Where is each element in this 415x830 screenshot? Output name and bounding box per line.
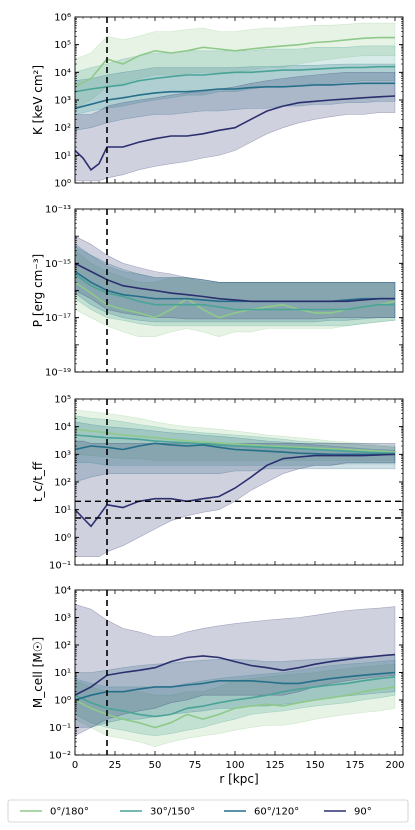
y-tick-label: 10¹ <box>54 668 71 679</box>
y-axis-label: P [erg cm⁻³] <box>31 254 45 327</box>
series-line-0°/180° <box>75 428 396 453</box>
y-tick-label: 10⁻¹⁹ <box>45 368 71 379</box>
panel-3: 10⁻¹ 10⁰ 10¹ 10² 10³ 10⁴ 10⁵ t_c/t_ff <box>31 395 404 572</box>
y-tick-label: 10⁻² <box>49 751 71 762</box>
legend-label: 30°/150° <box>150 807 195 818</box>
series-line-60°/120° <box>75 82 395 110</box>
series-line-30°/150° <box>75 676 396 718</box>
y-axis-label: t_c/t_ff <box>31 461 45 502</box>
y-tick-label: 10³ <box>54 613 71 624</box>
plot-area <box>75 209 396 372</box>
series-line-90° <box>75 95 396 171</box>
band-60°/120° <box>75 421 396 483</box>
band-30°/150° <box>75 246 396 327</box>
x-tick-label: 75 <box>189 760 202 771</box>
panel-1: 10⁰ 10¹ 10² 10³ 10⁴ 10⁵ 10⁶ K [keV cm²] <box>31 13 404 190</box>
x-tick-label: 125 <box>265 760 284 771</box>
series-line-0°/180° <box>75 36 395 88</box>
y-tick-label: 10⁻¹⁷ <box>45 313 71 324</box>
band-0°/180° <box>75 663 396 748</box>
y-tick-label: 10⁻¹ <box>49 561 71 572</box>
plot-area <box>75 590 396 755</box>
band-60°/120° <box>75 243 396 323</box>
plot-area <box>75 17 396 183</box>
legend-frame <box>7 799 409 823</box>
y-tick-label: 10⁻¹⁵ <box>45 259 71 270</box>
x-axis-label: r [kpc] <box>219 772 258 786</box>
band-90° <box>75 72 396 182</box>
band-0°/180° <box>75 250 396 338</box>
y-tick-label: 10⁴ <box>54 422 71 433</box>
series-line-60°/120° <box>75 270 395 303</box>
y-tick-label: 10² <box>54 123 71 134</box>
x-tick-label: 200 <box>385 760 404 771</box>
y-tick-label: 10³ <box>54 96 71 107</box>
legend-label: 90° <box>354 807 372 818</box>
y-tick-label: 10⁴ <box>54 68 71 79</box>
legend: 0°/180° 30°/150° 60°/120° 90° <box>7 799 409 823</box>
x-tick-label: 150 <box>305 760 324 771</box>
panel-4: 10⁻² 10⁻¹ 10⁰ 10¹ 10² 10³ 10⁴ 0 25 50 75 100 125 150 1… <box>31 586 405 787</box>
y-tick-label: 10⁰ <box>54 696 71 707</box>
x-tick-label: 100 <box>225 760 244 771</box>
x-tick-label: 175 <box>345 760 364 771</box>
y-tick-label: 10⁵ <box>54 395 71 406</box>
band-90° <box>75 235 396 320</box>
series-line-90° <box>75 453 396 528</box>
panel-2: 10⁻¹⁹ 10⁻¹⁷ 10⁻¹⁵ 10⁻¹³ P [erg cm⁻³] <box>31 205 404 379</box>
y-tick-label: 10¹ <box>54 505 71 516</box>
series-line-0°/180° <box>75 281 396 319</box>
y-tick-label: 10¹ <box>54 151 71 162</box>
band-90° <box>75 440 396 557</box>
y-tick-label: 10⁰ <box>54 179 71 190</box>
series-line-90° <box>75 262 395 303</box>
series-line-30°/150° <box>75 273 395 311</box>
y-tick-label: 10⁴ <box>54 586 71 597</box>
y-axis-label: K [keV cm²] <box>31 65 45 135</box>
series-line-60°/120° <box>75 671 396 701</box>
plot-area <box>75 399 403 565</box>
band-90° <box>75 604 396 737</box>
y-tick-label: 10⁰ <box>54 533 71 544</box>
x-tick-label: 25 <box>109 760 122 771</box>
legend-label: 60°/120° <box>254 807 299 818</box>
y-tick-label: 10⁻¹ <box>49 723 71 734</box>
x-tick-label: 0 <box>72 760 78 771</box>
series-line-30°/150° <box>75 65 395 93</box>
y-tick-label: 10⁻¹³ <box>45 205 71 216</box>
y-tick-label: 10³ <box>54 450 71 461</box>
band-0°/180° <box>75 22 396 109</box>
band-60°/120° <box>75 63 396 131</box>
series-line-30°/150° <box>75 434 396 454</box>
series-line-60°/120° <box>75 442 395 456</box>
y-axis-label: M_cell [M☉] <box>31 637 45 708</box>
series-line-0°/180° <box>75 686 396 729</box>
y-tick-label: 10² <box>54 478 71 489</box>
y-tick-label: 10² <box>54 641 71 652</box>
x-tick-label: 50 <box>149 760 162 771</box>
y-tick-label: 10⁶ <box>54 13 71 24</box>
series-line-90° <box>75 653 396 696</box>
legend-label: 0°/180° <box>50 807 89 818</box>
y-tick-label: 10⁵ <box>54 40 71 51</box>
